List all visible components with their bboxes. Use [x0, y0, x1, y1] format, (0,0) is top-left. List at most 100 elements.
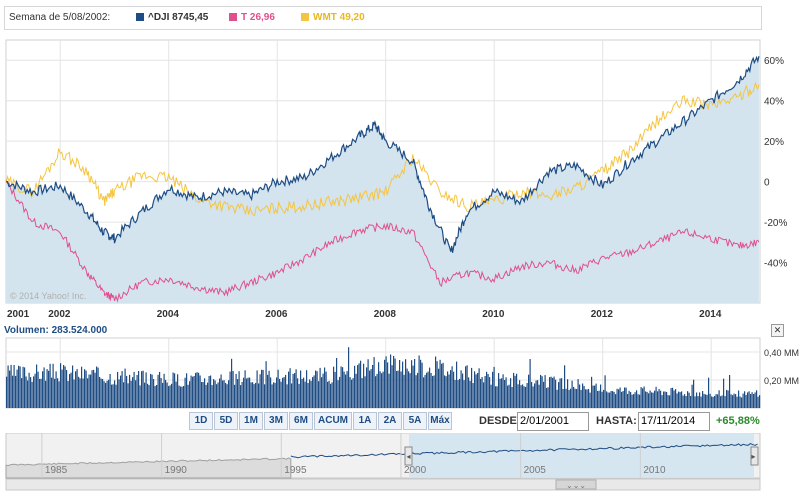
volume-bar — [232, 371, 234, 408]
scroll-grip-icon[interactable] — [555, 479, 597, 490]
volume-bar — [156, 385, 158, 408]
volume-bar — [21, 378, 23, 408]
volume-bar — [354, 365, 356, 408]
price-chart[interactable]: 60% 40% 20% 0 -20% -40% 2001 2002 2004 2006 2008 2… — [0, 0, 805, 320]
volume-bar — [222, 380, 224, 408]
navigator-scrollbar[interactable] — [5, 478, 761, 491]
volume-bar — [349, 377, 351, 408]
range-button[interactable]: ACUM — [314, 412, 352, 430]
legend-t[interactable]: T 26,96 — [229, 12, 275, 23]
from-date-input[interactable] — [517, 412, 589, 431]
navigator-tick-label: 2005 — [524, 465, 547, 476]
volume-bar — [409, 373, 411, 408]
left-handle-grip-icon: ◂ — [407, 452, 411, 461]
scroll-grip-dots: ⌄⌄⌄ — [566, 481, 586, 490]
close-icon[interactable]: ✕ — [771, 324, 784, 337]
volume-bar — [202, 382, 204, 408]
volume-bar — [631, 394, 633, 408]
x-tick-label: 2001 — [7, 309, 30, 320]
navigator-history-area — [5, 457, 292, 479]
range-button[interactable]: 6M — [289, 412, 313, 430]
volume-bar — [562, 389, 564, 408]
volume-bar — [138, 371, 140, 408]
volume-bar — [43, 367, 45, 408]
volume-bar — [729, 375, 731, 408]
volume-bar — [274, 382, 276, 408]
volume-bar — [736, 396, 738, 408]
volume-bar — [747, 392, 749, 408]
volume-bar — [621, 391, 623, 408]
volume-bar — [400, 371, 402, 408]
volume-bar — [618, 389, 620, 408]
legend-dji[interactable]: ^DJI 8745,45 — [136, 12, 208, 23]
volume-bar — [510, 378, 512, 408]
volume-bar — [481, 377, 483, 408]
volume-bar — [363, 363, 365, 408]
volume-bar — [624, 387, 626, 408]
volume-bar — [282, 377, 284, 408]
time-navigator[interactable]: 1985 1990 1995 2000 2005 2010 ◂ ▸ ⌄⌄⌄ — [0, 433, 805, 493]
watermark: © 2014 Yahoo! Inc. — [10, 291, 86, 301]
volume-bar — [70, 372, 72, 408]
volume-bar — [742, 393, 744, 408]
volume-bar — [709, 393, 711, 408]
volume-bar — [679, 392, 681, 408]
volume-bar — [739, 396, 741, 408]
range-button[interactable]: 1A — [353, 412, 377, 430]
volume-bar — [511, 387, 513, 408]
volume-bar — [706, 394, 708, 408]
volume-bar — [558, 382, 560, 408]
volume-bar — [97, 367, 99, 408]
volume-bar — [468, 377, 470, 408]
volume-bar — [438, 368, 440, 408]
volume-bar — [667, 395, 669, 408]
volume-bar — [117, 371, 119, 408]
volume-bar — [712, 396, 714, 408]
volume-bar — [358, 363, 360, 408]
volume-bar — [735, 394, 737, 408]
navigator-left-handle[interactable] — [404, 446, 413, 466]
volume-bar — [589, 392, 591, 408]
volume-bar — [532, 386, 534, 408]
range-button[interactable]: 2A — [378, 412, 402, 430]
range-button[interactable]: Máx — [428, 412, 452, 430]
range-button[interactable]: 5A — [403, 412, 427, 430]
to-date-input[interactable] — [638, 412, 710, 431]
volume-bar — [487, 374, 489, 408]
range-button[interactable]: 5D — [214, 412, 238, 430]
volume-bar — [30, 377, 32, 408]
volume-bar — [106, 380, 108, 408]
volume-bar — [172, 372, 174, 408]
legend-wmt[interactable]: WMT 49,20 — [301, 12, 365, 23]
volume-bar — [597, 391, 599, 408]
volume-bar — [384, 359, 386, 408]
navigator-selection[interactable] — [409, 433, 754, 478]
volume-bar — [466, 365, 468, 408]
volume-bar — [741, 397, 743, 408]
volume-bar — [123, 382, 125, 408]
volume-bar — [67, 381, 69, 408]
range-button[interactable]: 1M — [239, 412, 263, 430]
navigator-right-handle[interactable] — [750, 446, 759, 466]
volume-bar — [687, 391, 689, 408]
volume-bar — [469, 380, 471, 408]
volume-bar — [357, 365, 359, 408]
volume-bar — [430, 373, 432, 408]
volume-bar — [139, 385, 141, 408]
range-button[interactable]: 3M — [264, 412, 288, 430]
volume-bar — [280, 381, 282, 408]
volume-bar — [714, 395, 716, 408]
volume-bar — [25, 376, 27, 408]
volume-bar — [163, 373, 165, 408]
volume-bar — [391, 365, 393, 408]
navigator-tick-label: 1990 — [165, 465, 188, 476]
x-tick-label: 2010 — [482, 309, 505, 320]
volume-bar — [276, 377, 278, 408]
volume-bar — [433, 375, 435, 408]
range-button[interactable]: 1D — [189, 412, 213, 430]
volume-bar — [508, 384, 510, 408]
volume-bar — [93, 369, 95, 408]
volume-bar — [733, 393, 735, 408]
volume-bar — [550, 376, 552, 408]
volume-bar — [576, 389, 578, 408]
